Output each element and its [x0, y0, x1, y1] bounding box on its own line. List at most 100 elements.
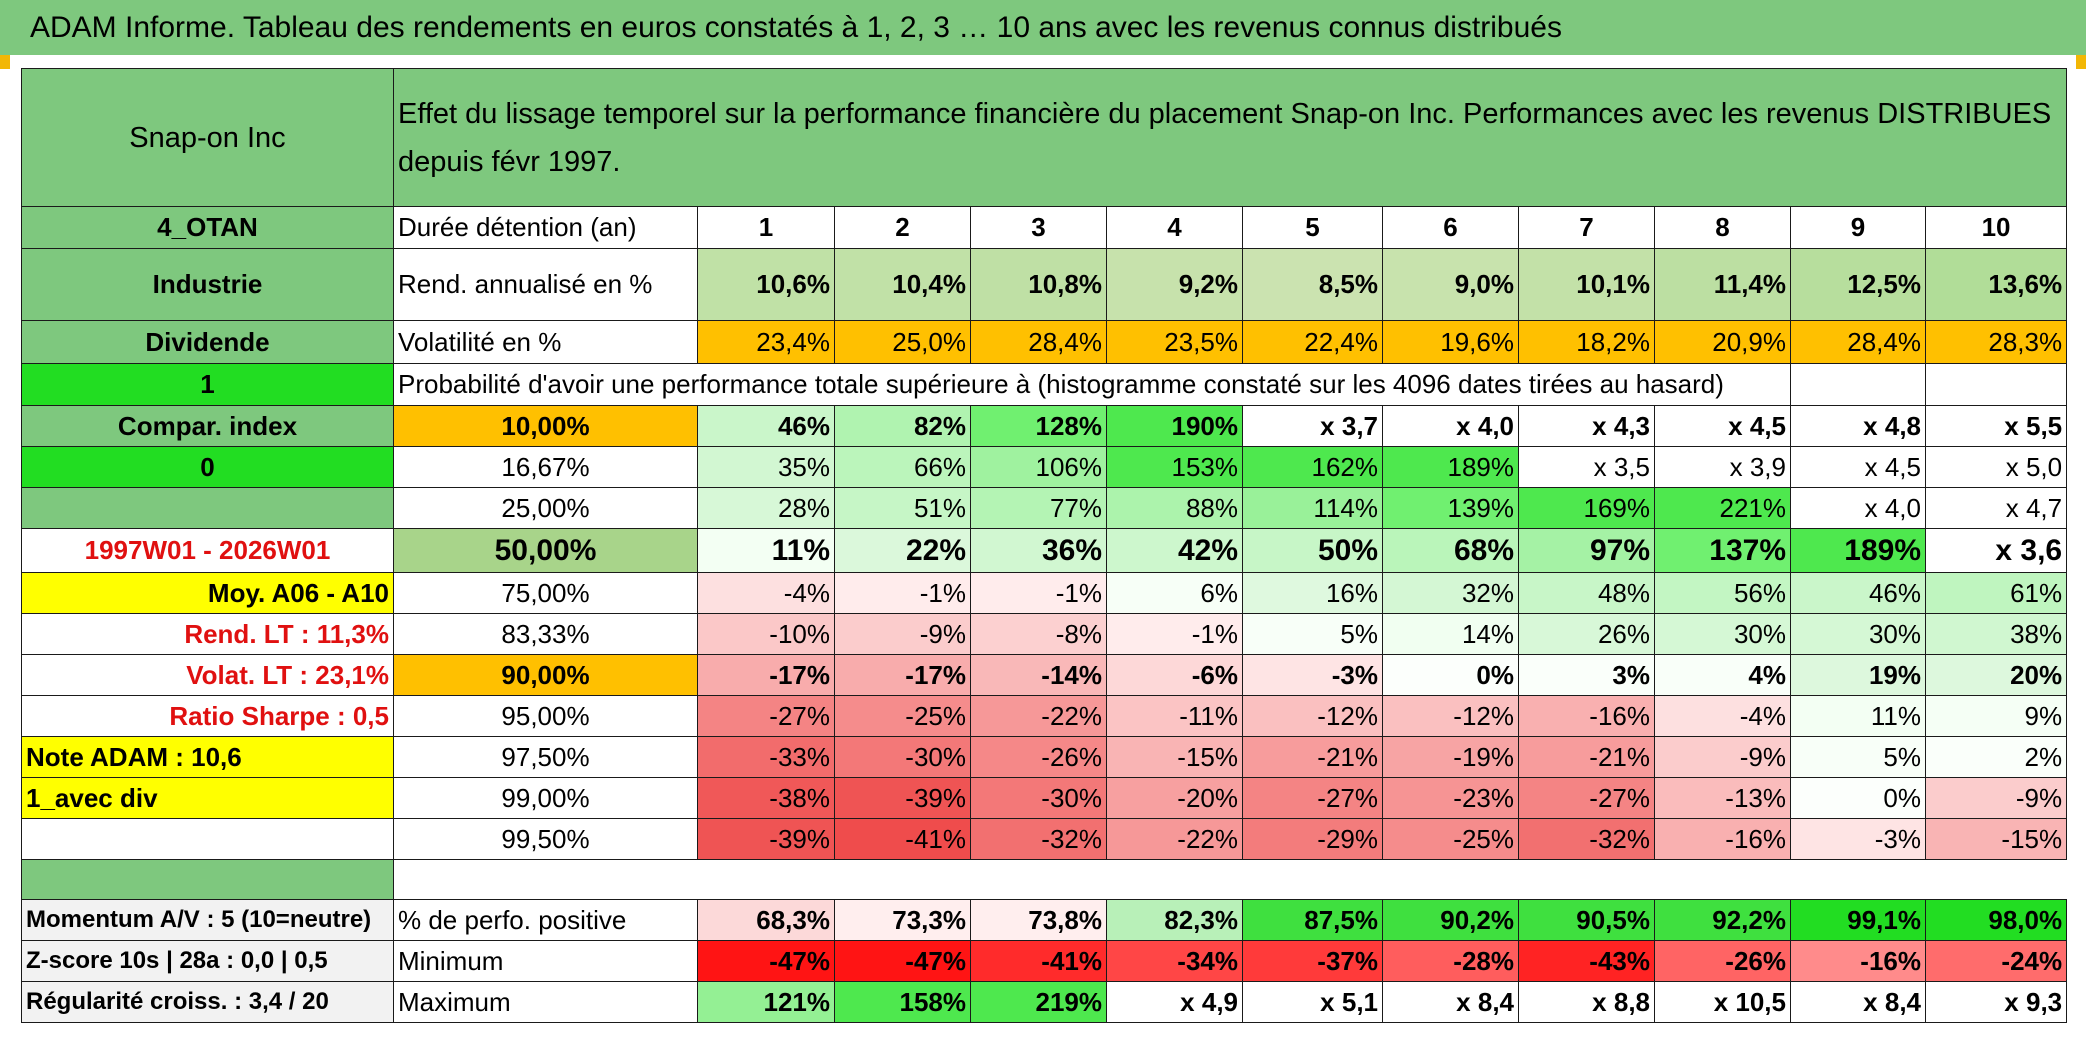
quantile-pct: 97,50%: [393, 736, 698, 778]
quantile-value: x 4,5: [1654, 405, 1791, 447]
quantile-value: 28%: [697, 487, 835, 529]
stat-label: Maximum: [393, 981, 698, 1023]
stat-value: x 8,4: [1790, 981, 1926, 1023]
quantile-value: 35%: [697, 446, 835, 488]
quantile-value: -39%: [834, 777, 971, 819]
quantile-value: -21%: [1242, 736, 1383, 778]
year-header: 4: [1106, 206, 1243, 249]
quantile-value: 2%: [1924, 736, 2068, 778]
quantile-value: -32%: [970, 818, 1107, 860]
stat-value: -41%: [970, 940, 1107, 982]
stat-value: 98,0%: [1924, 899, 2068, 941]
rend-label: Rend. annualisé en %: [393, 248, 698, 321]
rend-value: 13,6%: [1924, 248, 2068, 321]
left-label: Ratio Sharpe : 0,5: [21, 695, 394, 737]
quantile-pct: 16,67%: [393, 446, 698, 488]
quantile-value: 4%: [1654, 654, 1791, 696]
quantile-value: -9%: [1924, 777, 2068, 819]
volat-value: 20,9%: [1654, 320, 1791, 364]
stat-value: 68,3%: [697, 899, 835, 941]
quantile-value: -4%: [697, 572, 835, 614]
quantile-value: -17%: [697, 654, 835, 696]
quantile-value: 139%: [1382, 487, 1519, 529]
quantile-value: -3%: [1242, 654, 1383, 696]
stat-left-label: Régularité croiss. : 3,4 / 20: [21, 981, 394, 1023]
report-title-bar: ADAM Informe. Tableau des rendements en …: [0, 0, 2086, 55]
stat-value: x 9,3: [1924, 981, 2068, 1023]
rend-value: 8,5%: [1242, 248, 1383, 321]
quantile-value: 189%: [1790, 528, 1926, 573]
year-header: 8: [1654, 206, 1791, 249]
quantile-value: x 3,7: [1242, 405, 1383, 447]
quantile-value: 38%: [1924, 613, 2068, 655]
quantile-value: 6%: [1106, 572, 1243, 614]
quantile-value: 48%: [1518, 572, 1655, 614]
left-label: Compar. index: [21, 405, 394, 447]
quantile-value: -27%: [697, 695, 835, 737]
stat-label: Minimum: [393, 940, 698, 982]
quantile-value: x 5,0: [1924, 446, 2068, 488]
stat-value: 219%: [970, 981, 1107, 1023]
quantile-value: -1%: [834, 572, 971, 614]
year-header: 5: [1242, 206, 1383, 249]
quantile-value: 162%: [1242, 446, 1383, 488]
quantile-value: -13%: [1654, 777, 1791, 819]
stat-value: -37%: [1242, 940, 1383, 982]
quantile-value: 153%: [1106, 446, 1243, 488]
quantile-value: 19%: [1790, 654, 1926, 696]
quantile-value: 51%: [834, 487, 971, 529]
year-header: 3: [970, 206, 1107, 249]
quantile-value: 97%: [1518, 528, 1655, 573]
quantile-value: x 3,9: [1654, 446, 1791, 488]
rend-value: 10,4%: [834, 248, 971, 321]
quantile-value: 42%: [1106, 528, 1243, 573]
stat-value: x 8,4: [1382, 981, 1519, 1023]
quantile-pct: 75,00%: [393, 572, 698, 614]
year-header: 1: [697, 206, 835, 249]
quantile-value: -14%: [970, 654, 1107, 696]
stat-value: -24%: [1924, 940, 2068, 982]
quantile-value: -19%: [1382, 736, 1519, 778]
volat-value: 22,4%: [1242, 320, 1383, 364]
quantile-value: 32%: [1382, 572, 1519, 614]
quantile-value: -16%: [1654, 818, 1791, 860]
quantile-value: 190%: [1106, 405, 1243, 447]
stat-value: x 10,5: [1654, 981, 1791, 1023]
quantile-value: 77%: [970, 487, 1107, 529]
volat-value: 28,4%: [970, 320, 1107, 364]
volat-value: 23,4%: [697, 320, 835, 364]
quantile-value: -8%: [970, 613, 1107, 655]
stat-value: -47%: [697, 940, 835, 982]
rend-value: 10,8%: [970, 248, 1107, 321]
quantile-value: -32%: [1518, 818, 1655, 860]
quantile-value: x 4,3: [1518, 405, 1655, 447]
stat-value: 90,5%: [1518, 899, 1655, 941]
quantile-value: -11%: [1106, 695, 1243, 737]
volat-value: 18,2%: [1518, 320, 1655, 364]
sector-label: Industrie: [21, 248, 394, 321]
proba-label: Probabilité d'avoir une performance tota…: [393, 363, 1791, 406]
quantile-value: -39%: [697, 818, 835, 860]
volat-label: Volatilité en %: [393, 320, 698, 364]
quantile-value: 50%: [1242, 528, 1383, 573]
quantile-value: -15%: [1924, 818, 2068, 860]
corner-marker-left: [0, 55, 10, 69]
quantile-value: 46%: [1790, 572, 1926, 614]
quantile-value: -12%: [1242, 695, 1383, 737]
stat-value: x 4,9: [1106, 981, 1243, 1023]
quantile-value: x 4,0: [1382, 405, 1519, 447]
stat-value: -47%: [834, 940, 971, 982]
stat-label: % de perfo. positive: [393, 899, 698, 941]
quantile-value: 66%: [834, 446, 971, 488]
duration-label: Durée détention (an): [393, 206, 698, 249]
left-label: Volat. LT : 23,1%: [21, 654, 394, 696]
quantile-value: 68%: [1382, 528, 1519, 573]
volat-value: 23,5%: [1106, 320, 1243, 364]
quantile-value: x 4,5: [1790, 446, 1926, 488]
quantile-value: 26%: [1518, 613, 1655, 655]
quantile-value: -1%: [970, 572, 1107, 614]
year-header: 6: [1382, 206, 1519, 249]
quantile-value: 9%: [1924, 695, 2068, 737]
quantile-value: 11%: [1790, 695, 1926, 737]
quantile-value: 22%: [834, 528, 971, 573]
